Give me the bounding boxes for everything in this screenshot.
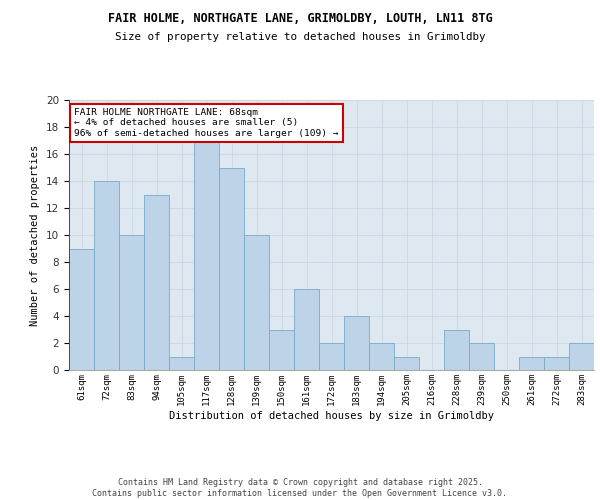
Bar (119, 235, 144, 370)
Bar (219, 168, 244, 370)
Bar (544, 356, 569, 370)
Bar (319, 343, 344, 370)
Bar (94, 181, 119, 370)
Bar (244, 235, 269, 370)
Bar (269, 330, 294, 370)
Bar (294, 289, 319, 370)
Text: FAIR HOLME, NORTHGATE LANE, GRIMOLDBY, LOUTH, LN11 8TG: FAIR HOLME, NORTHGATE LANE, GRIMOLDBY, L… (107, 12, 493, 26)
Bar (344, 316, 369, 370)
Bar (394, 356, 419, 370)
Text: Size of property relative to detached houses in Grimoldby: Size of property relative to detached ho… (115, 32, 485, 42)
Bar (569, 343, 594, 370)
Bar (519, 356, 544, 370)
Bar (369, 343, 394, 370)
Y-axis label: Number of detached properties: Number of detached properties (31, 144, 40, 326)
Bar (144, 194, 169, 370)
Bar (169, 356, 194, 370)
Bar (69, 248, 94, 370)
X-axis label: Distribution of detached houses by size in Grimoldby: Distribution of detached houses by size … (169, 410, 494, 420)
Bar (194, 140, 219, 370)
Text: FAIR HOLME NORTHGATE LANE: 68sqm
← 4% of detached houses are smaller (5)
96% of : FAIR HOLME NORTHGATE LANE: 68sqm ← 4% of… (74, 108, 339, 138)
Bar (444, 330, 469, 370)
Text: Contains HM Land Registry data © Crown copyright and database right 2025.
Contai: Contains HM Land Registry data © Crown c… (92, 478, 508, 498)
Bar (469, 343, 494, 370)
